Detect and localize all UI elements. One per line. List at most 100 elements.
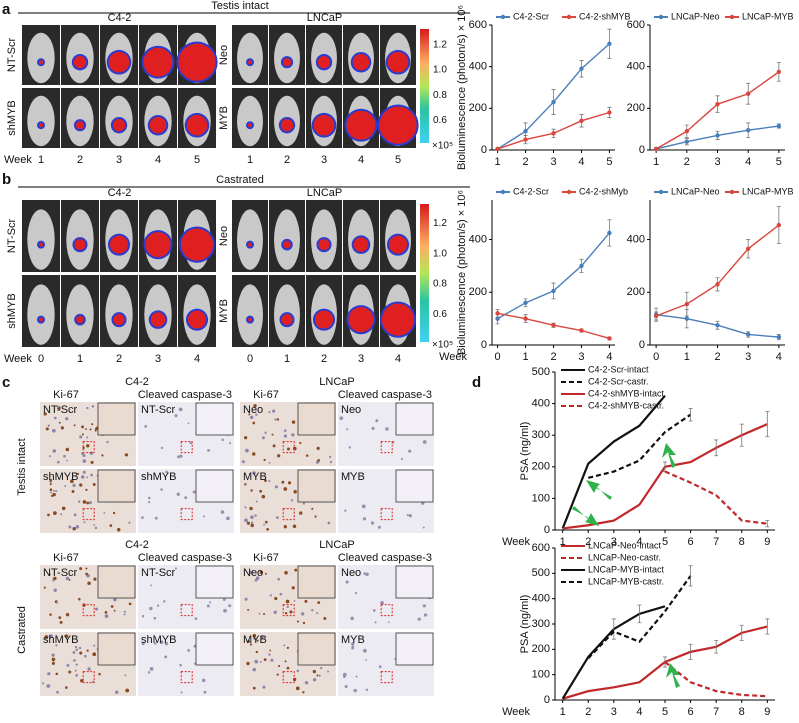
stain [252, 686, 256, 690]
colorbar [420, 204, 429, 342]
row-label: shMYB [6, 100, 18, 135]
stain [63, 454, 66, 458]
inset [297, 402, 336, 436]
y-tick-label: 0 [481, 144, 487, 156]
legend-marker [658, 189, 664, 195]
group-title: LNCaP [307, 12, 342, 24]
inset [297, 565, 336, 599]
roi [82, 508, 95, 521]
stain [255, 576, 260, 580]
stain [95, 607, 99, 611]
error-bar [765, 411, 770, 438]
stain [350, 616, 354, 621]
stain [363, 572, 366, 575]
stain [370, 521, 375, 525]
image-label: Neo [341, 567, 361, 579]
mouse-body [27, 209, 55, 270]
stain [109, 524, 113, 527]
stain [252, 421, 256, 425]
stain [274, 485, 279, 489]
y-axis-label: PSA (ng/ml) [519, 422, 531, 481]
y-tick-label: 0 [639, 339, 645, 351]
stain [305, 454, 309, 457]
stain [74, 669, 77, 672]
stain [253, 404, 257, 408]
signal [143, 47, 173, 77]
legend-marker [566, 189, 572, 195]
stain [244, 448, 249, 453]
column-title: Ki-67 [53, 389, 79, 401]
stain [53, 511, 57, 515]
stain [66, 663, 70, 667]
stain [339, 416, 344, 421]
stain [149, 606, 153, 611]
stain [345, 580, 349, 584]
stain [90, 473, 93, 477]
signal [248, 317, 252, 322]
x-tick-label: 8 [739, 706, 745, 718]
legend-marker [729, 189, 735, 195]
stain [422, 526, 425, 529]
x-tick-label: 4 [636, 536, 642, 548]
roi [180, 508, 193, 521]
stain [256, 639, 259, 642]
series-line [587, 575, 692, 659]
marker [715, 323, 720, 328]
stain [56, 690, 59, 694]
panel-label: a [2, 1, 11, 18]
row-label: NT-Scr [6, 38, 18, 73]
stain [270, 658, 274, 662]
marker [745, 332, 751, 337]
stain [374, 621, 377, 624]
stain [86, 406, 89, 410]
column-title: Ki-67 [253, 552, 279, 564]
stain [244, 436, 248, 440]
stain [73, 659, 76, 662]
series-line [664, 470, 768, 525]
colorbar-unit: ×10⁵ [432, 340, 453, 351]
stain [60, 426, 64, 430]
stain [79, 567, 83, 571]
image-label: MYB [341, 634, 365, 646]
stain [283, 429, 287, 432]
stain [329, 455, 332, 458]
stain [64, 485, 67, 488]
stain [408, 514, 412, 518]
stain [74, 646, 78, 649]
stain [304, 681, 309, 685]
stain [123, 613, 126, 616]
roi [380, 508, 393, 521]
stain [85, 488, 88, 492]
y-tick-label: 0 [544, 694, 550, 706]
week-label: 1 [38, 154, 44, 166]
stain [250, 521, 254, 524]
legend-marker [500, 14, 506, 20]
stain [268, 411, 271, 414]
stain [346, 428, 349, 431]
marker [523, 137, 528, 142]
error-bar [688, 407, 693, 422]
y-tick-label: 400 [627, 61, 645, 73]
stain [283, 434, 288, 438]
stain [302, 621, 306, 625]
y-tick-label: 600 [532, 542, 550, 554]
stain [249, 415, 254, 420]
stain [272, 444, 276, 448]
stain [68, 579, 71, 581]
x-tick-label: 5 [776, 156, 782, 168]
stain [91, 423, 94, 426]
x-axis-label: Week [502, 536, 530, 548]
legend-label: C4-2-Scr-intact [588, 364, 649, 374]
stain [194, 617, 198, 620]
x-tick-label: 8 [739, 536, 745, 548]
panel-label: d [472, 374, 481, 391]
marker [653, 313, 659, 319]
stain [329, 460, 333, 464]
stain [274, 418, 277, 421]
x-tick-label: 1 [560, 706, 566, 718]
week-label: 2 [77, 154, 83, 166]
legend-marker [658, 14, 664, 20]
marker [745, 246, 751, 251]
stain [65, 613, 70, 617]
stain [89, 428, 92, 431]
